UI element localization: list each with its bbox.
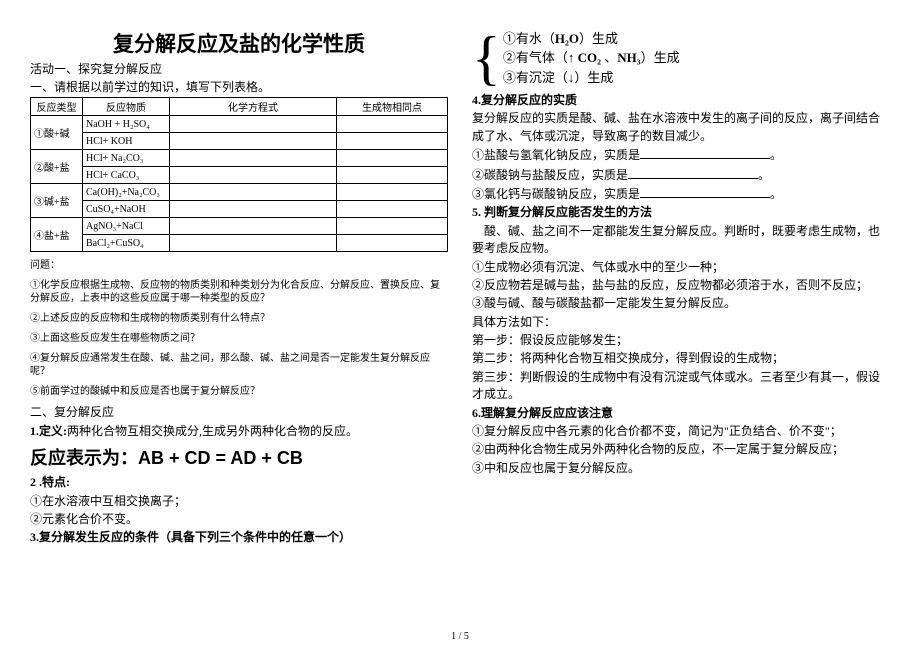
judge-1: ①生成物必须有沉淀、气体或水中的至少一种； xyxy=(472,259,890,276)
table-header-row: 反应类型 反应物质 化学方程式 生成物相同点 xyxy=(31,98,448,116)
page-number: 1 / 5 xyxy=(0,631,920,642)
activity-line: 活动一、探究复分解反应 xyxy=(30,62,448,78)
th-equation: 化学方程式 xyxy=(170,98,337,116)
blank-2 xyxy=(628,166,758,179)
table-row: ②酸+盐HCl+ Na₂CO₃ xyxy=(31,150,448,167)
th-type: 反应类型 xyxy=(31,98,83,116)
reaction-table: 反应类型 反应物质 化学方程式 生成物相同点 ①酸+碱NaOH + H₂SO₄ … xyxy=(30,97,448,252)
table-row: HCl+ KOH xyxy=(31,133,448,150)
point-3-label: 3.复分解发生反应的条件（具备下列三个条件中的任意一个） xyxy=(30,529,448,546)
essence-3: ③氯化钙与碳酸钠反应，实质是。 xyxy=(472,185,890,203)
essence-text: 复分解反应的实质是酸、碱、盐在水溶液中发生的离子间的反应，离子间结合成了水、气体… xyxy=(472,110,890,145)
blank-3 xyxy=(640,185,770,198)
judge-2: ②反应物若是碱与盐，盐与盐的反应，反应物都必须溶于水，否则不反应； xyxy=(472,277,890,294)
page-title: 复分解反应及盐的化学性质 xyxy=(30,28,448,58)
note-2: ②由两种化合物生成另外两种化合物的反应，不一定属于复分解反应； xyxy=(472,441,890,458)
section-5: 5. 判断复分解反应能否发生的方法 xyxy=(472,204,890,221)
left-brace-icon: { xyxy=(472,28,501,88)
cond-1: ①有水（H₂O）生成 xyxy=(503,29,680,49)
cond-3: ③有沉淀（↓）生成 xyxy=(503,68,680,88)
table-row: ③碱+盐Ca(OH)₂+Na₂CO₃ xyxy=(31,184,448,201)
table-row: CuSO₄+NaOH xyxy=(31,201,448,218)
instruction-line: 一、请根据以前学过的知识，填写下列表格。 xyxy=(30,80,448,96)
table-row: ①酸+碱NaOH + H₂SO₄ xyxy=(31,116,448,133)
step-1: 第一步：假设反应能够发生； xyxy=(472,332,890,349)
question-5: ⑤前面学过的酸碱中和反应是否也属于复分解反应？ xyxy=(30,385,448,398)
equation: 反应表示为：AB + CD = AD + CB xyxy=(30,444,448,470)
problem-label: 问题： xyxy=(30,259,448,272)
section-2: 二、复分解反应 xyxy=(30,405,448,421)
definition-1: 1.定义:两种化合物互相交换成分,生成另外两种化合物的反应。 xyxy=(30,423,448,440)
judge-3: ③酸与碱、酸与碳酸盐都一定能发生复分解反应。 xyxy=(472,295,890,312)
question-1: ①化学反应根据生成物、反应物的物质类别和种类划分为化合反应、分解反应、置换反应、… xyxy=(30,279,448,305)
judge-intro: 酸、碱、盐之间不一定都能发生复分解反应。判断时，既要考虑生成物，也要考虑反应物。 xyxy=(472,223,890,258)
essence-2: ②碳酸钠与盐酸反应，实质是。 xyxy=(472,166,890,184)
section-6: 6.理解复分解反应应该注意 xyxy=(472,405,890,422)
note-1: ①复分解反应中各元素的化合价都不变，简记为"正负结合、价不变"； xyxy=(472,423,890,440)
th-reactant: 反应物质 xyxy=(83,98,170,116)
question-4: ④复分解反应通常发生在酸、碱、盐之间，那么酸、碱、盐之间是否一定能发生复分解反应… xyxy=(30,352,448,378)
blank-1 xyxy=(640,146,770,159)
bracket-conditions: { ①有水（H₂O）生成 ②有气体（↑ CO₂ 、NH₃）生成 ③有沉淀（↓）生… xyxy=(472,28,890,88)
step-3: 第三步：判断假设的生成物中有没有沉淀或气体或水。三者至少有其一，假设才成立。 xyxy=(472,369,890,404)
table-row: BaCl₂+CuSO₄ xyxy=(31,235,448,252)
essence-1: ①盐酸与氢氧化钠反应，实质是。 xyxy=(472,146,890,164)
point-2a: ①在水溶液中互相交换离子； xyxy=(30,493,448,510)
point-2b: ②元素化合价不变。 xyxy=(30,511,448,528)
step-2: 第二步：将两种化合物互相交换成分，得到假设的生成物； xyxy=(472,350,890,367)
method-label: 具体方法如下： xyxy=(472,314,890,331)
left-column: 复分解反应及盐的化学性质 活动一、探究复分解反应 一、请根据以前学过的知识，填写… xyxy=(30,28,448,548)
question-3: ③上面这些反应发生在哪些物质之间？ xyxy=(30,332,448,345)
right-column: { ①有水（H₂O）生成 ②有气体（↑ CO₂ 、NH₃）生成 ③有沉淀（↓）生… xyxy=(472,28,890,548)
section-4: 4.复分解反应的实质 xyxy=(472,92,890,109)
note-3: ③中和反应也属于复分解反应。 xyxy=(472,460,890,477)
table-row: HCl+ CaCO₃ xyxy=(31,167,448,184)
table-row: ④盐+盐AgNO₃+NaCl xyxy=(31,218,448,235)
question-2: ②上述反应的反应物和生成物的物质类别有什么特点？ xyxy=(30,312,448,325)
cond-2: ②有气体（↑ CO₂ 、NH₃）生成 xyxy=(503,48,680,68)
th-product: 生成物相同点 xyxy=(337,98,448,116)
point-2-label: 2 .特点: xyxy=(30,474,448,491)
